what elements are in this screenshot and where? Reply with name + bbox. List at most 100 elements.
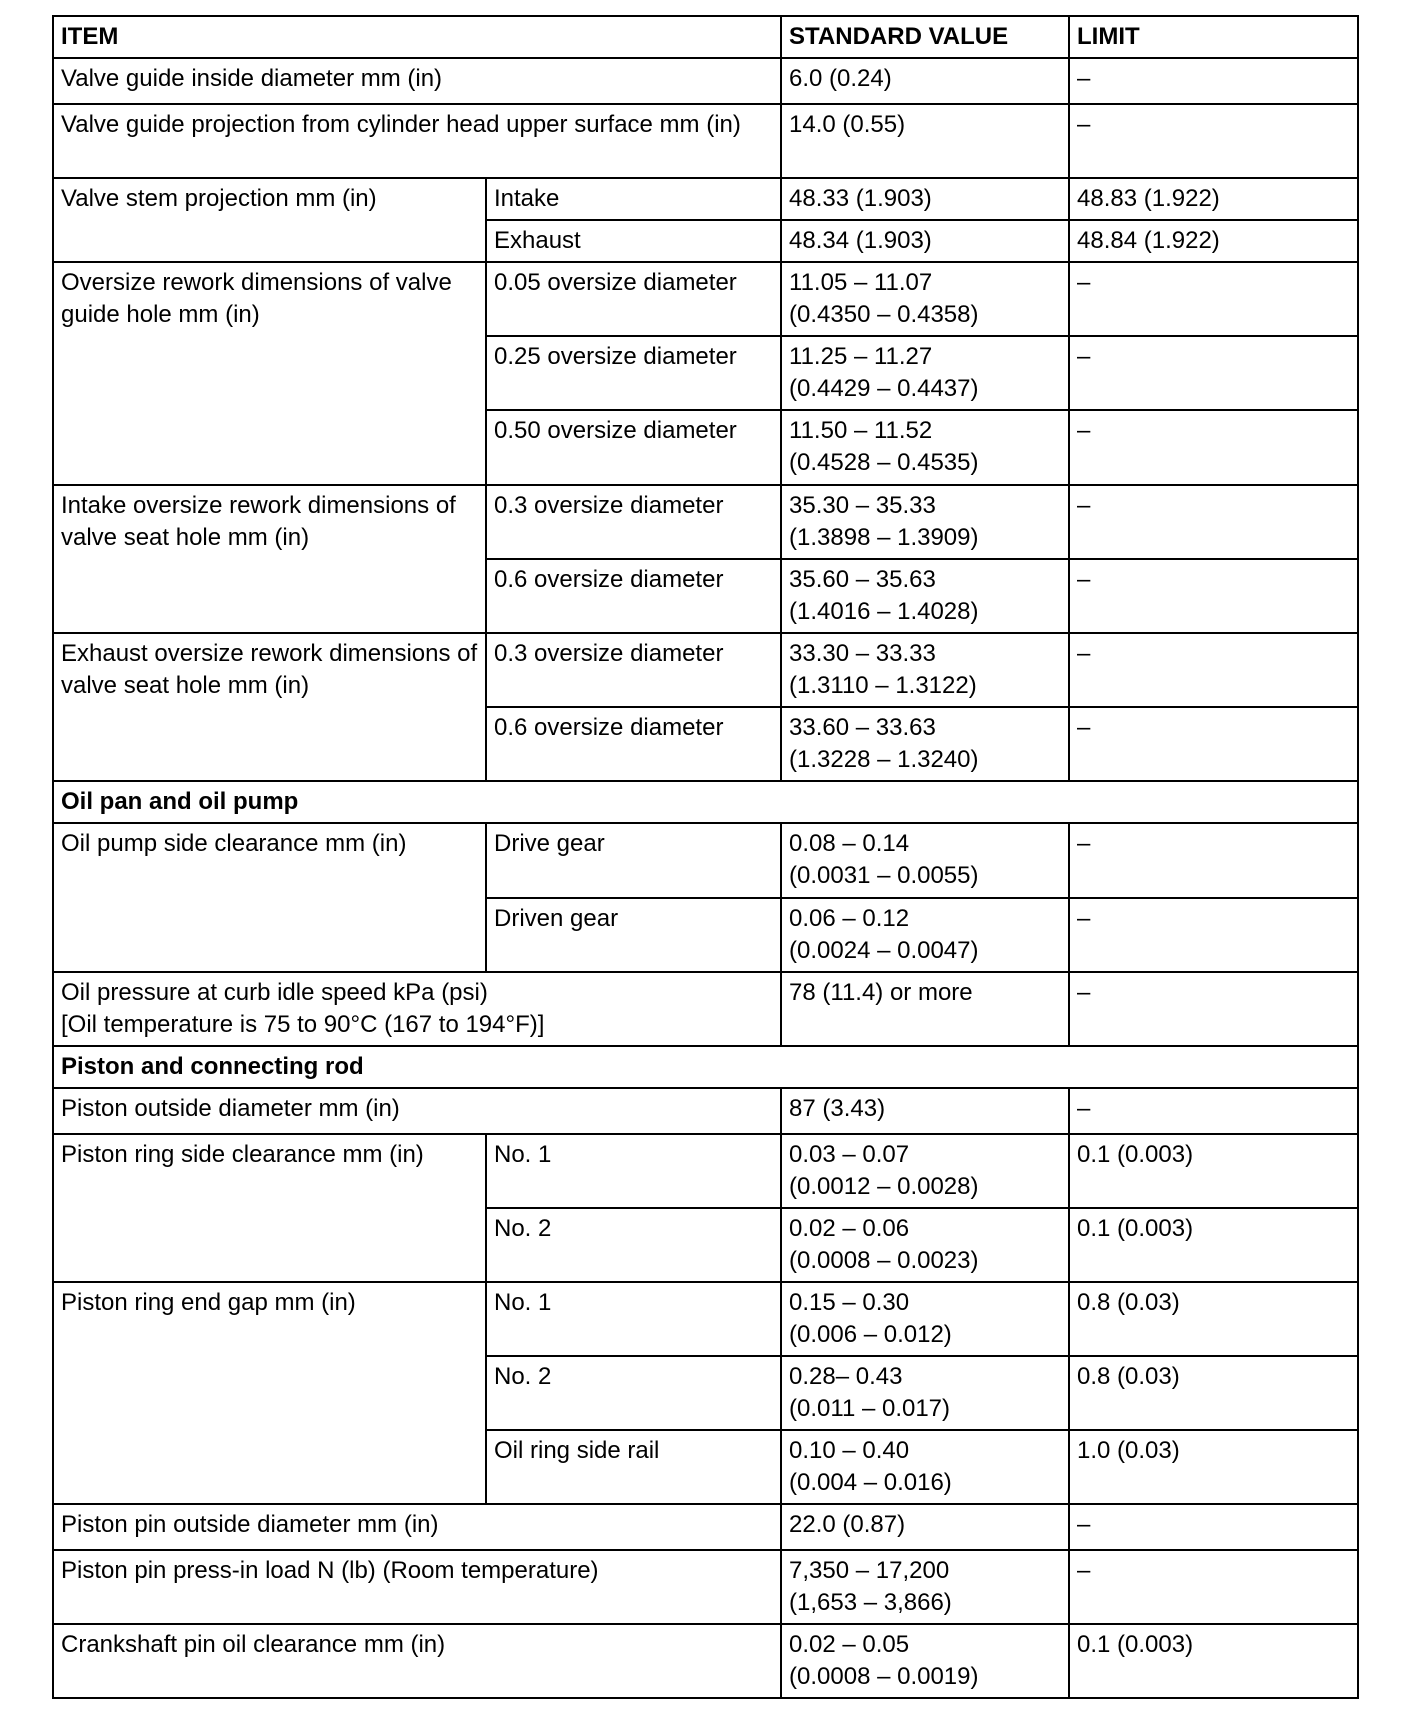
section-title: Oil pan and oil pump (51, 780, 1360, 824)
table-cell: 0.1 (0.003) (1068, 1207, 1360, 1283)
table-cell: 48.33 (1.903) (780, 177, 1071, 221)
table-cell: 0.02 – 0.05 (0.0008 – 0.0019) (780, 1623, 1071, 1699)
table-row: Oversize rework dimensions of valve guid… (52, 261, 1360, 486)
table-cell: 0.28– 0.43 (0.011 – 0.017) (780, 1355, 1071, 1431)
table-cell: Valve stem projection mm (in) (52, 177, 487, 263)
table-cell: 11.25 – 11.27 (0.4429 – 0.4437) (780, 335, 1071, 411)
table-cell: – (1068, 971, 1360, 1047)
table-cell: 35.30 – 35.33 (1.3898 – 1.3909) (780, 484, 1071, 560)
table-cell: 0.8 (0.03) (1068, 1355, 1360, 1431)
table-cell: 33.30 – 33.33 (1.3110 – 1.3122) (780, 632, 1071, 708)
table-cell: 48.84 (1.922) (1068, 219, 1360, 263)
table-cell: 0.15 – 0.30 (0.006 – 0.012) (780, 1281, 1071, 1357)
header-row: ITEM STANDARD VALUE LIMIT (51, 15, 1360, 59)
table-cell: Driven gear (484, 897, 783, 973)
table-cell: 0.50 oversize diameter (484, 409, 783, 486)
table-cell: – (1068, 632, 1360, 708)
table-row: Valve stem projection mm (in) Intake 48.33… (52, 177, 1360, 263)
table-row: Oil pressure at curb idle speed kPa (psi… (51, 971, 1360, 1047)
table-cell: Oil pressure at curb idle speed kPa (psi… (51, 971, 783, 1047)
table-row: 0.6 oversize diameter 35.60 – 35.63 (1.40… (53, 558, 1360, 634)
header-item: ITEM (51, 15, 783, 59)
table-row: Valve guide projection from cylinder hea… (51, 103, 1360, 179)
table-cell: No. 1 (484, 1281, 783, 1357)
table-cell: – (1068, 335, 1360, 411)
table-cell: 0.6 oversize diameter (484, 706, 783, 782)
table-cell: Exhaust oversize rework dimensions of va… (52, 632, 487, 782)
table-row: 0.50 oversize diameter 11.50 – 11.52 (0.4… (53, 409, 1360, 486)
table-cell: 0.8 (0.03) (1068, 1281, 1360, 1357)
table-row: Exhaust 48.34 (1.903) 48.84 (1.922) (53, 219, 1360, 263)
header-limit: LIMIT (1068, 15, 1360, 59)
table-cell: 6.0 (0.24) (780, 57, 1071, 105)
table-cell: 11.05 – 11.07 (0.4350 – 0.4358) (780, 261, 1071, 337)
table-cell: 0.08 – 0.14 (0.0031 – 0.0055) (780, 822, 1071, 899)
table-cell: 48.83 (1.922) (1068, 177, 1360, 221)
table-cell: Piston outside diameter mm (in) (51, 1087, 783, 1135)
table-cell: Intake oversize rework dimensions of val… (52, 484, 487, 634)
table-cell: Valve guide projection from cylinder hea… (51, 103, 783, 179)
table-cell: Drive gear (484, 822, 783, 899)
section-title: Piston and connecting rod (51, 1045, 1360, 1089)
table-cell: Exhaust (484, 219, 783, 263)
table-cell: 7,350 – 17,200 (1,653 – 3,866) (780, 1549, 1071, 1625)
table-cell: Oversize rework dimensions of valve guid… (52, 261, 487, 486)
table-cell: Intake (484, 177, 783, 221)
table-cell: 35.60 – 35.63 (1.4016 – 1.4028) (780, 558, 1071, 634)
table-row: Oil ring side rail 0.10 – 0.40 (0.004 – 0… (53, 1429, 1360, 1505)
section-row: Piston and connecting rod (51, 1045, 1360, 1089)
table-cell: – (1068, 57, 1360, 105)
table-cell: 0.1 (0.003) (1068, 1623, 1360, 1699)
table-row: Piston outside diameter mm (in) 87 (3.43)… (51, 1087, 1360, 1135)
table-cell: Piston ring end gap mm (in) (52, 1281, 487, 1505)
table-cell: 87 (3.43) (780, 1087, 1071, 1135)
table-row: Driven gear 0.06 – 0.12 (0.0024 – 0.0047)… (53, 897, 1360, 973)
table-row: Crankshaft pin oil clearance mm (in) 0.02… (51, 1623, 1360, 1699)
table-cell: 0.3 oversize diameter (484, 484, 783, 560)
table-cell: 22.0 (0.87) (780, 1503, 1071, 1551)
table-cell: 0.3 oversize diameter (484, 632, 783, 708)
table-cell: 14.0 (0.55) (780, 103, 1071, 179)
table-row: Piston ring end gap mm (in) No. 1 0.15 – 0… (52, 1281, 1360, 1505)
table-cell: Piston ring side clearance mm (in) (52, 1133, 487, 1283)
table-cell: 48.34 (1.903) (780, 219, 1071, 263)
table-cell: 0.05 oversize diameter (484, 261, 783, 337)
table-cell: No. 1 (484, 1133, 783, 1209)
table-cell: 0.25 oversize diameter (484, 335, 783, 411)
table-cell: 0.02 – 0.06 (0.0008 – 0.0023) (780, 1207, 1071, 1283)
table-row: Piston pin outside diameter mm (in) 22.0 … (51, 1503, 1360, 1551)
table-row: Exhaust oversize rework dimensions of va… (52, 632, 1360, 782)
table-row: Valve guide inside diameter mm (in) 6.0 (… (51, 57, 1360, 105)
table-row: 0.25 oversize diameter 11.25 – 11.27 (0.4… (53, 335, 1360, 411)
table-cell: Piston pin press-in load N (lb) (Room te… (51, 1549, 783, 1625)
table-row: No. 2 0.02 – 0.06 (0.0008 – 0.0023) 0.1 (0… (53, 1207, 1360, 1283)
table-cell: – (1068, 1549, 1360, 1625)
table-cell: – (1068, 1503, 1360, 1551)
table-cell: – (1068, 822, 1360, 899)
table-cell: Oil pump side clearance mm (in) (52, 822, 487, 973)
table-row: Intake oversize rework dimensions of val… (52, 484, 1360, 634)
section-row: Oil pan and oil pump (51, 780, 1360, 824)
table-cell: No. 2 (484, 1355, 783, 1431)
table-row: Oil pump side clearance mm (in) Drive gea… (52, 822, 1360, 973)
table-cell: – (1068, 261, 1360, 337)
specifications-table: ITEM STANDARD VALUE LIMIT Valve guide in… (51, 15, 1360, 1699)
table-row: Piston pin press-in load N (lb) (Room te… (51, 1549, 1360, 1625)
table-cell: 0.10 – 0.40 (0.004 – 0.016) (780, 1429, 1071, 1505)
table-cell: No. 2 (484, 1207, 783, 1283)
table-cell: 0.1 (0.003) (1068, 1133, 1360, 1209)
header-standard-value: STANDARD VALUE (780, 15, 1071, 59)
table-cell: Crankshaft pin oil clearance mm (in) (51, 1623, 783, 1699)
table-cell: – (1068, 558, 1360, 634)
table-cell: Oil ring side rail (484, 1429, 783, 1505)
table-cell: 0.6 oversize diameter (484, 558, 783, 634)
table-row: 0.6 oversize diameter 33.60 – 33.63 (1.32… (53, 706, 1360, 782)
table-cell: 11.50 – 11.52 (0.4528 – 0.4535) (780, 409, 1071, 486)
table-cell: Valve guide inside diameter mm (in) (51, 57, 783, 105)
table-cell: Piston pin outside diameter mm (in) (51, 1503, 783, 1551)
table-cell: – (1068, 409, 1360, 486)
table-cell: 78 (11.4) or more (780, 971, 1071, 1047)
table-cell: – (1068, 706, 1360, 782)
table-cell: 1.0 (0.03) (1068, 1429, 1360, 1505)
